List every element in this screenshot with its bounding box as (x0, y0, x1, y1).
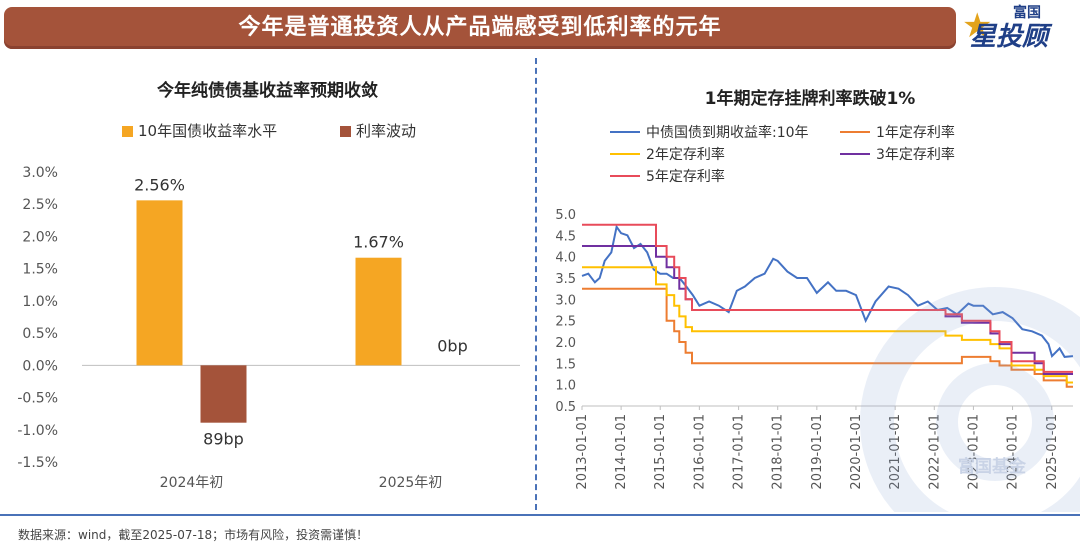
logo-line2: 星投顾 (970, 22, 1049, 52)
data-source-note: 数据来源：wind，截至2025-07-18；市场有风险，投资需谨慎！ (18, 528, 369, 542)
bar (355, 257, 402, 366)
x-tick-label: 2025年初 (379, 474, 443, 491)
y-tick-label: 0.5 (555, 400, 576, 415)
data-label: 2.56% (134, 175, 185, 194)
legend-label-2: 2年定存利率 (646, 146, 725, 163)
header-banner: 今年是普通投资人从产品端感受到低利率的元年 (4, 7, 956, 49)
x-tick-label: 2025-01-01 (1045, 414, 1060, 490)
y-tick-label: 1.0 (555, 379, 576, 394)
chart-divider (535, 58, 537, 510)
x-tick-label: 2013-01-01 (575, 414, 590, 490)
legend-label-4: 5年定存利率 (646, 168, 725, 185)
series-line-3 (582, 245, 1073, 375)
y-tick-label: 0.0% (22, 358, 58, 374)
logo-line1: 富国 (1013, 5, 1041, 21)
series-line-4 (582, 223, 1073, 373)
y-tick-label: 2.5 (555, 315, 576, 330)
legend-label-0: 中债国债到期收益率:10年 (646, 124, 809, 141)
x-tick-label: 2016-01-01 (692, 414, 707, 490)
page-title: 今年是普通投资人从产品端感受到低利率的元年 (238, 15, 722, 40)
bar-chart: 10年国债收益率水平 利率波动 3.0% 2.5% 2.0% 1.5% 1.0% 0.5% 0.… (17, 122, 520, 491)
y-tick-label: 1.5 (555, 357, 576, 372)
y-tick-label: 1.0% (22, 294, 58, 310)
series-line-1 (582, 287, 1073, 388)
legend-label-1: 利率波动 (356, 122, 416, 140)
x-tick-label: 2023-01-01 (966, 414, 981, 490)
y-tick-label: 4.0 (555, 251, 576, 266)
line-chart: 中债国债到期收益率:10年 1年定存利率 2年定存利率 3年定存利率 5年定存利率 0.5… (555, 124, 1074, 490)
left-chart-title: 今年纯债债基收益率预期收敛 (157, 81, 378, 101)
x-tick-label: 2020-01-01 (849, 414, 864, 490)
legend-swatch-1 (340, 126, 351, 137)
x-tick-label: 2024-01-01 (1006, 414, 1021, 490)
x-tick-label: 2024年初 (160, 474, 224, 491)
y-tick-label: 0.5% (22, 326, 58, 342)
footer-rule (0, 514, 1080, 516)
x-tick-label: 2015-01-01 (653, 414, 668, 490)
watermark-logo-icon (860, 287, 1080, 512)
y-tick-label: 2.5% (22, 197, 58, 213)
bar (200, 365, 247, 423)
series-line-0 (581, 224, 1074, 359)
y-tick-label: 3.0% (22, 165, 58, 181)
y-tick-label: 1.5% (22, 262, 58, 278)
legend-label-0: 10年国债收益率水平 (138, 122, 277, 140)
y-tick-label: 4.5 (555, 229, 576, 244)
watermark-text: 富国基金 (958, 457, 1026, 477)
data-label: 0bp (437, 336, 468, 355)
legend-label-1: 1年定存利率 (876, 124, 955, 141)
right-chart-title: 1年期定存挂牌利率跌破1% (704, 89, 916, 109)
series-line-2 (582, 266, 1073, 384)
x-tick-label: 2014-01-01 (614, 414, 629, 490)
legend-label-3: 3年定存利率 (876, 146, 955, 163)
star-icon: ★ (962, 6, 993, 46)
y-tick-label: 2.0% (22, 229, 58, 245)
x-tick-label: 2018-01-01 (771, 414, 786, 490)
x-tick-label: 2021-01-01 (888, 414, 903, 490)
y-tick-label: -0.5% (17, 391, 58, 407)
y-tick-label: 3.5 (555, 272, 576, 287)
bar (136, 200, 183, 366)
y-tick-label: 5.0 (555, 208, 576, 223)
x-tick-label: 2022-01-01 (927, 414, 942, 490)
y-tick-label: 2.0 (555, 336, 576, 351)
y-tick-label: 3.0 (555, 293, 576, 308)
y-tick-label: -1.5% (17, 455, 58, 471)
data-label: 1.67% (353, 233, 404, 252)
data-label: 89bp (203, 430, 244, 449)
x-tick-label: 2019-01-01 (810, 414, 825, 490)
legend-swatch-0 (122, 126, 133, 137)
y-tick-label: -1.0% (17, 423, 58, 439)
x-tick-label: 2017-01-01 (732, 414, 747, 490)
